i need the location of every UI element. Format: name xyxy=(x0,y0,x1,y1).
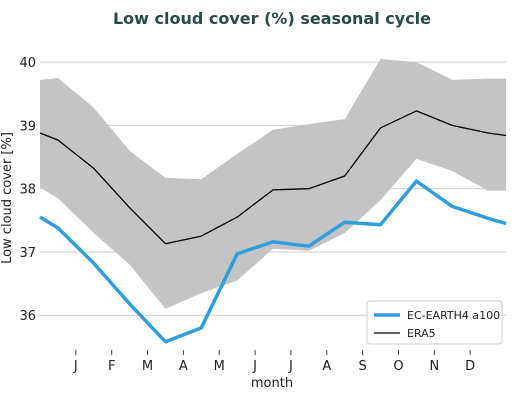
y-tick-label: 40 xyxy=(19,56,36,71)
legend-box xyxy=(366,300,503,345)
spread-band xyxy=(40,59,506,309)
x-tick-label: A xyxy=(322,359,331,374)
chart-title: Low cloud cover (%) seasonal cycle xyxy=(113,9,431,28)
legend-label-era5: ERA5 xyxy=(407,327,436,340)
y-tick-label: 36 xyxy=(19,309,36,324)
band-layer xyxy=(40,59,506,309)
x-tick-label: M xyxy=(214,359,225,374)
series-line-era5 xyxy=(39,110,507,245)
x-tick-label: S xyxy=(358,359,366,374)
x-tick-label: A xyxy=(179,359,188,374)
x-tick-label: O xyxy=(393,359,403,374)
y-tick-label: 38 xyxy=(19,183,36,198)
x-tick-label: M xyxy=(142,359,153,374)
x-tick-label: J xyxy=(288,359,293,374)
x-tick-label: J xyxy=(73,359,78,374)
legend: EC-EARTH4 a100 ERA5 xyxy=(366,300,503,345)
x-tick-label: N xyxy=(429,359,439,374)
lines-layer xyxy=(39,110,507,344)
legend-label-ec-earth4: EC-EARTH4 a100 xyxy=(407,309,500,322)
y-tick-label: 39 xyxy=(19,119,36,134)
y-axis-label: Low cloud cover [%] xyxy=(0,132,15,264)
x-axis-label: month xyxy=(251,376,293,391)
x-tick-label: D xyxy=(465,359,475,374)
x-tick-label: J xyxy=(252,359,257,374)
y-tick-label: 37 xyxy=(19,246,36,261)
series-line-ec-earth4 xyxy=(39,179,507,344)
y-tick-labels: 36 37 38 39 40 xyxy=(19,56,36,324)
x-tick-label: F xyxy=(108,359,115,374)
